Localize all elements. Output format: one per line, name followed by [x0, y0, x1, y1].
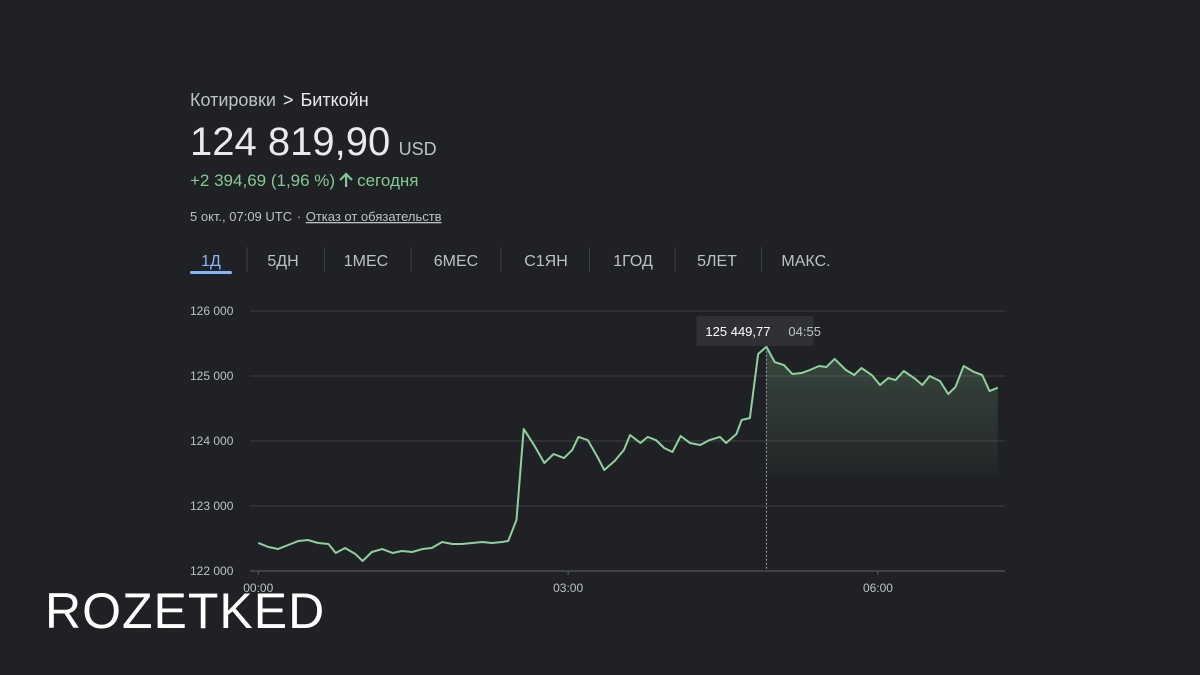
x-tick-label: 06:00: [863, 581, 893, 595]
tab[interactable]: 1Д: [201, 253, 221, 270]
tooltip-box: [696, 316, 814, 346]
tooltip-time: 04:55: [788, 324, 821, 339]
tab[interactable]: 1ГОД: [613, 253, 653, 270]
breadcrumb: Котировки > Биткойн: [190, 90, 369, 110]
tab-underline: [190, 271, 232, 274]
x-tick-label: 03:00: [553, 581, 583, 595]
breadcrumb-parent[interactable]: Котировки: [190, 90, 276, 110]
meta-separator: ·: [297, 209, 301, 224]
y-tick-label: 122 000: [190, 564, 234, 578]
tab[interactable]: 5ДН: [267, 253, 298, 270]
watermark: ROZETKED: [45, 583, 325, 639]
breadcrumb-separator: >: [283, 90, 294, 110]
y-tick-label: 126 000: [190, 304, 234, 318]
up-arrow-icon: [339, 172, 353, 187]
tab[interactable]: 1МЕС: [344, 253, 388, 270]
meta: 5 окт., 07:09 UTC · Отказ от обязательст…: [190, 209, 442, 224]
tab[interactable]: 5ЛЕТ: [697, 253, 737, 270]
x-tick-label: 00:00: [243, 581, 273, 595]
tooltip-value: 125 449,77: [705, 324, 770, 339]
breadcrumb-current: Биткойн: [300, 90, 368, 110]
price-value: 124 819,90: [190, 120, 390, 164]
price-line: [257, 345, 999, 562]
disclaimer-link[interactable]: Отказ от обязательств: [306, 209, 442, 224]
tab[interactable]: 6МЕС: [434, 253, 478, 270]
hover-area: [766, 346, 998, 475]
price-currency: USD: [399, 139, 437, 159]
timestamp: 5 окт., 07:09 UTC: [190, 209, 292, 224]
tab[interactable]: МАКС.: [781, 253, 830, 270]
change-text: +2 394,69 (1,96 %): [190, 171, 335, 190]
tab[interactable]: С1ЯН: [524, 253, 568, 270]
y-tick-label: 124 000: [190, 434, 234, 448]
y-tick-label: 125 000: [190, 369, 234, 383]
change-period: сегодня: [357, 171, 418, 190]
price: 124 819,90 USD: [190, 120, 437, 164]
y-tick-label: 123 000: [190, 499, 234, 513]
